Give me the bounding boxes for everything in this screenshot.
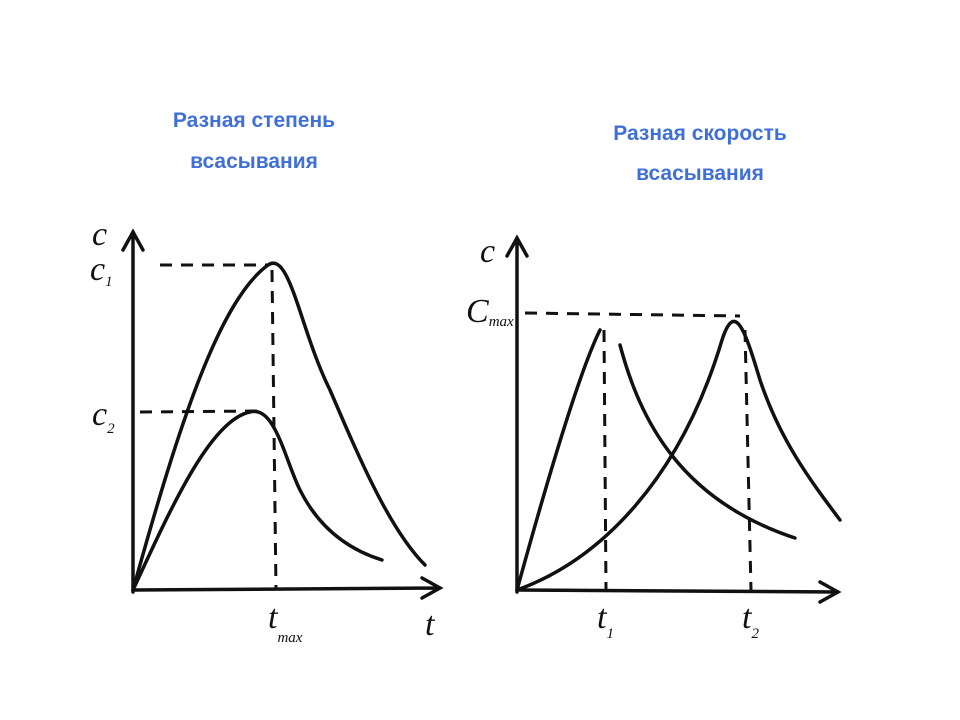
- label-main: t: [742, 599, 753, 636]
- guide-line: [524, 311, 741, 318]
- guide-line: [602, 329, 753, 591]
- label-main: c: [90, 251, 105, 288]
- axis-label: t2: [742, 599, 759, 642]
- label-main: c: [92, 396, 107, 433]
- guide-line: [160, 263, 278, 591]
- right-diagram: c Cmax t1 t2: [466, 233, 842, 642]
- label-main: t: [597, 599, 608, 636]
- axis-label: c: [480, 233, 495, 270]
- left-title-line: всасывания: [190, 150, 318, 173]
- x-axis: [515, 580, 842, 604]
- label-sub: max: [277, 630, 302, 646]
- right-title-line: всасывания: [636, 162, 764, 185]
- label-sub: 2: [751, 626, 759, 642]
- axis-label: c1: [90, 251, 113, 290]
- left-diagram: c c1 c2 t tmax: [90, 216, 444, 646]
- label-sub: 1: [606, 626, 614, 642]
- axis-label: tmax: [268, 599, 303, 646]
- x-axis: [131, 576, 444, 600]
- curve: [515, 328, 602, 592]
- label-sub: max: [489, 314, 514, 330]
- right-title-line: Разная скорость: [613, 122, 787, 145]
- label-main: t: [268, 599, 279, 636]
- curve: [131, 409, 384, 592]
- y-axis: [121, 228, 145, 594]
- y-axis: [505, 234, 529, 594]
- label-main: C: [466, 293, 489, 330]
- axis-label: c2: [92, 396, 115, 437]
- axis-label: Cmax: [466, 293, 514, 330]
- left-title-line: Разная степень: [173, 109, 335, 132]
- curve: [515, 319, 842, 592]
- label-sub: 2: [107, 421, 115, 437]
- axis-label: t: [425, 606, 436, 643]
- axis-label: t1: [597, 599, 614, 642]
- label-sub: 1: [105, 274, 113, 290]
- curve: [131, 261, 427, 592]
- axis-label: c: [92, 216, 107, 253]
